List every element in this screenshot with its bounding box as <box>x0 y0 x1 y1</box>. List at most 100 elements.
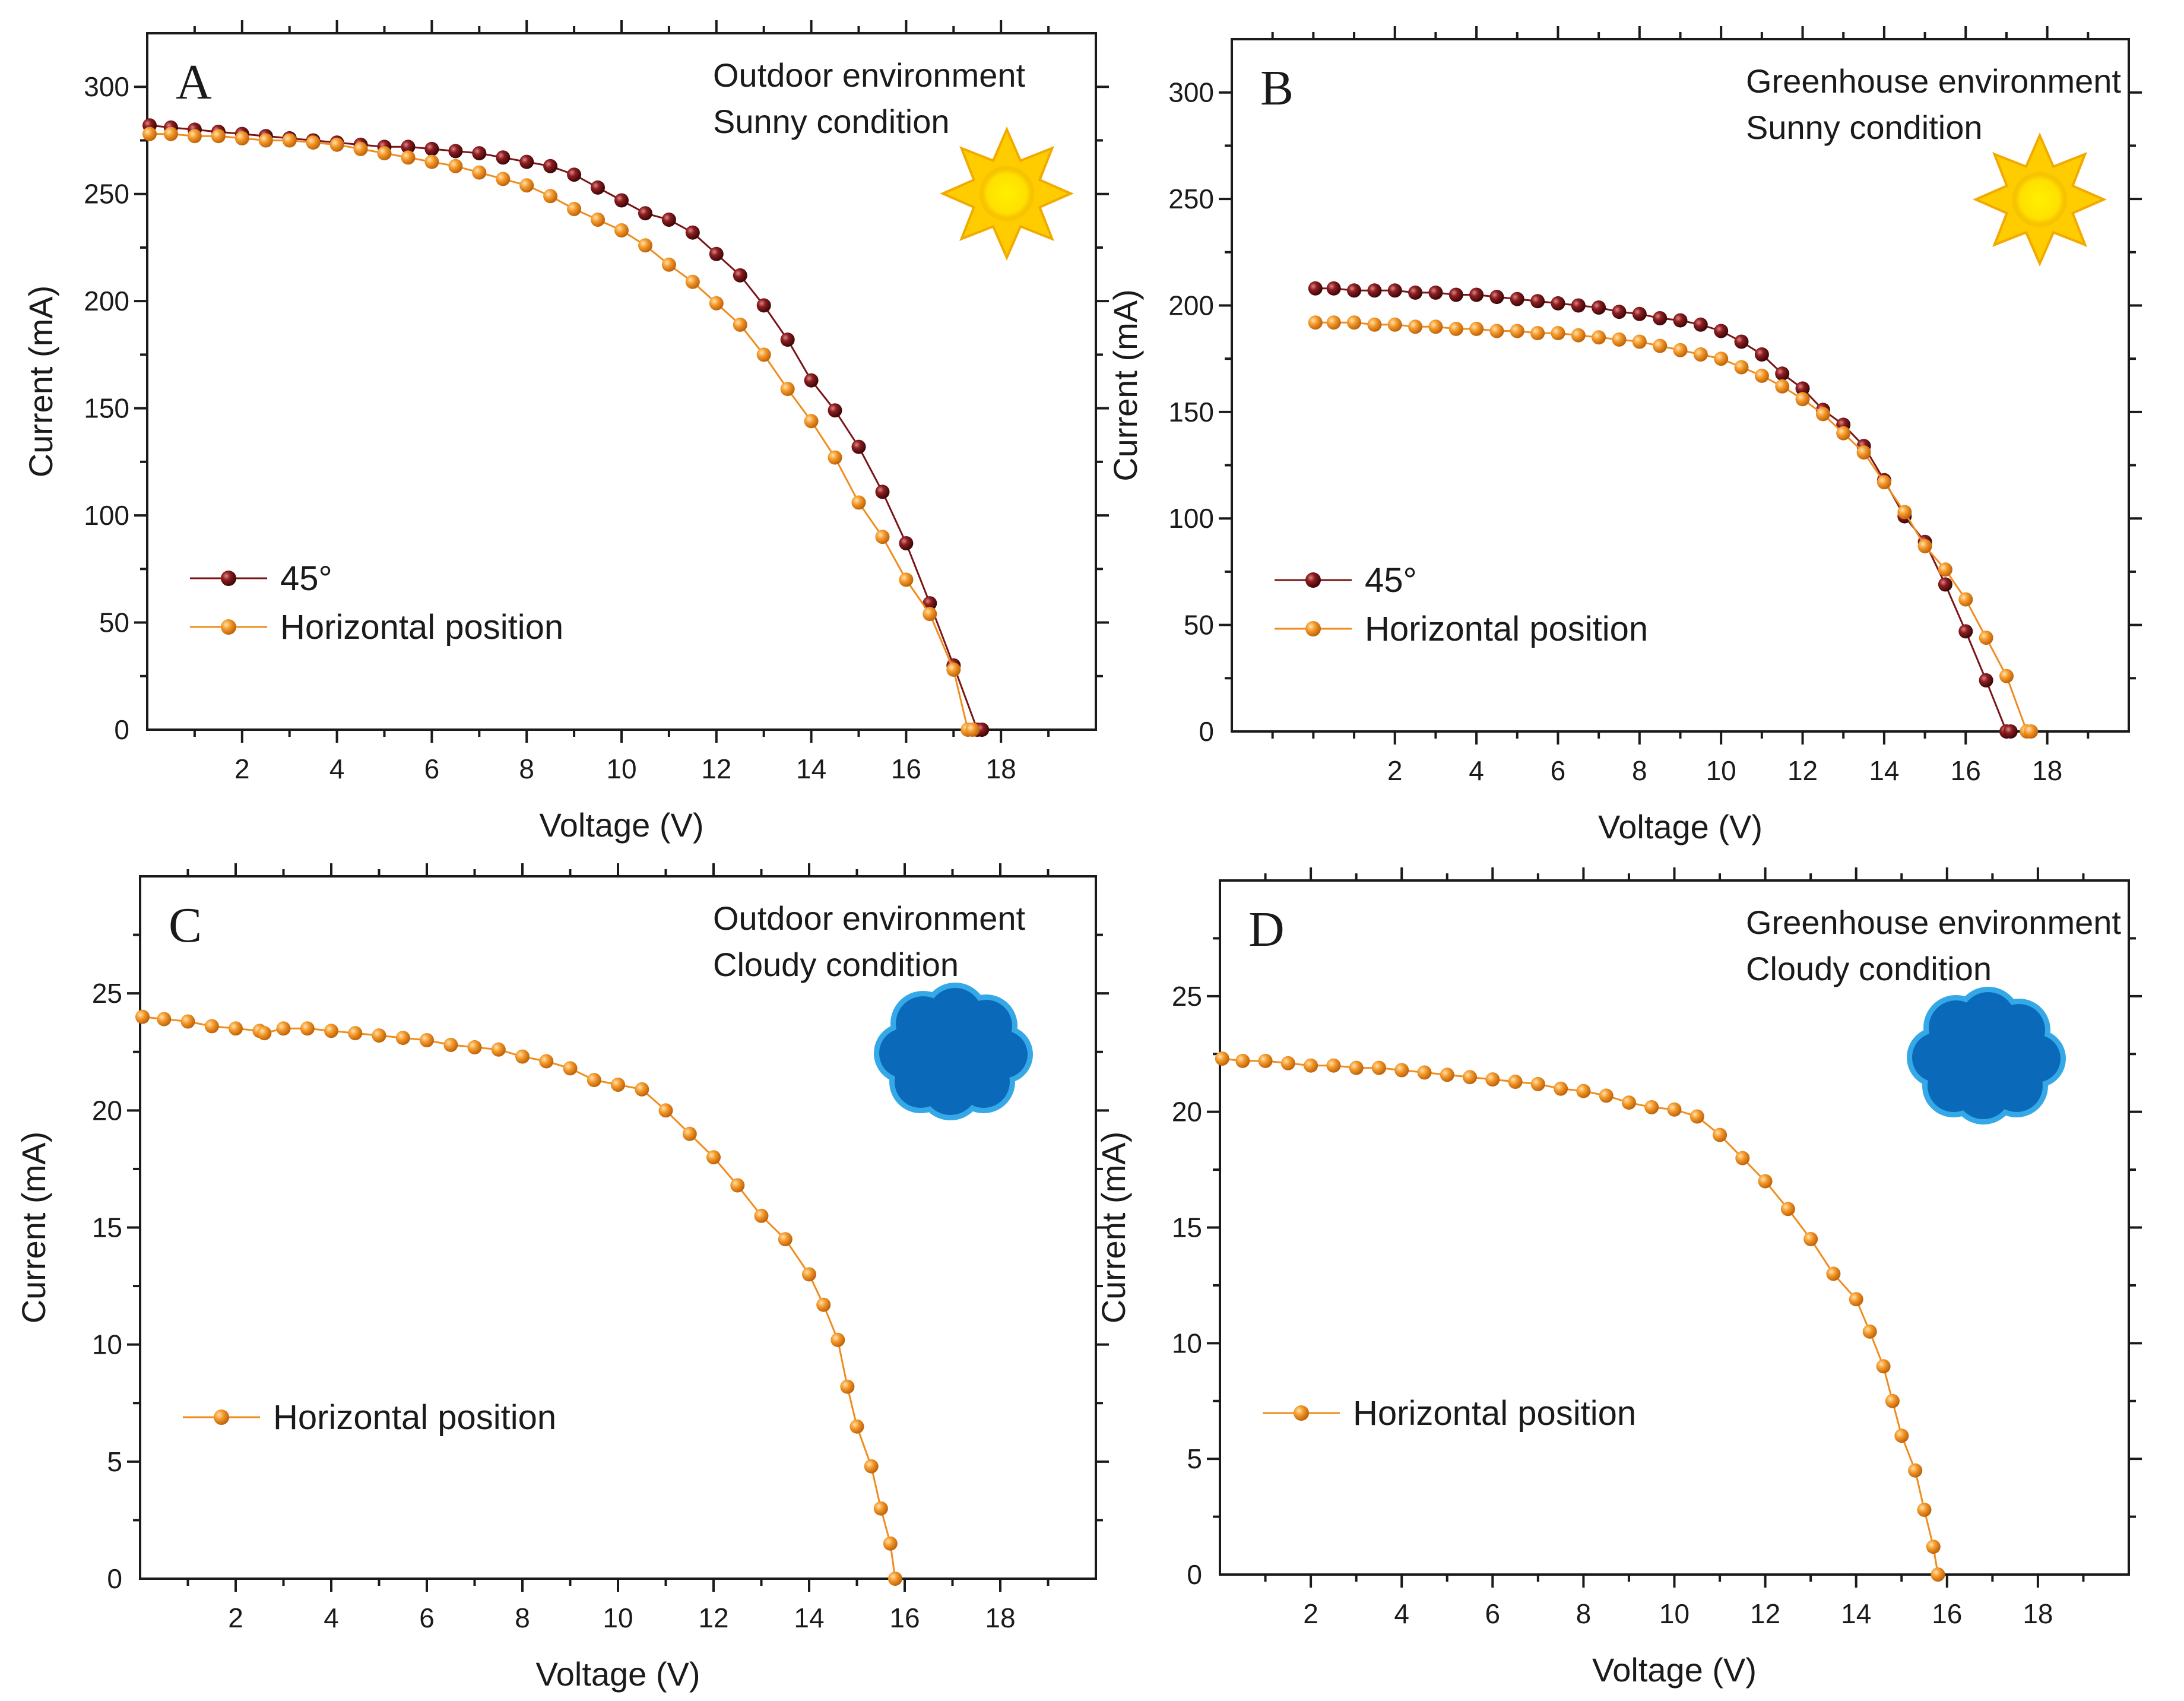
data-point <box>946 662 961 677</box>
data-point <box>519 178 534 193</box>
y-tick-label: 250 <box>1168 183 1214 214</box>
x-tick-label: 12 <box>698 1602 728 1633</box>
data-point <box>778 1232 793 1247</box>
legend-label: Horizontal position <box>1365 610 1648 648</box>
annotation-line: Cloudy condition <box>1746 950 1992 987</box>
data-point <box>1735 1151 1750 1165</box>
series-horizontal <box>135 1009 902 1586</box>
x-tick-label: 10 <box>1659 1598 1689 1629</box>
data-point <box>864 1459 879 1474</box>
x-tick-label: 4 <box>1394 1598 1409 1629</box>
plot-frame <box>1219 879 2130 1576</box>
data-point <box>1775 366 1790 381</box>
data-point <box>1621 1095 1636 1110</box>
legend-label: Horizontal position <box>1353 1394 1636 1433</box>
data-point <box>1417 1065 1432 1080</box>
x-tick-label: 18 <box>2023 1598 2053 1629</box>
y-tick-label: 5 <box>107 1446 122 1477</box>
legend-item: 45° <box>1275 561 1417 600</box>
data-point <box>567 202 582 216</box>
panel-label: A <box>176 55 212 110</box>
annotation-line: Greenhouse environment <box>1746 62 2121 100</box>
cloud-icon <box>874 983 1033 1120</box>
data-point <box>1612 332 1627 347</box>
data-point <box>831 1332 845 1347</box>
sun-icon <box>1973 132 2107 267</box>
data-point <box>1367 283 1382 298</box>
data-point <box>780 332 795 347</box>
data-point <box>1795 381 1810 396</box>
data-point <box>1408 285 1423 300</box>
data-point <box>1510 324 1524 338</box>
data-point <box>1876 475 1891 490</box>
y-tick-label: 300 <box>84 71 129 102</box>
data-point <box>211 129 226 144</box>
data-point <box>1347 283 1361 298</box>
data-point <box>1530 294 1545 309</box>
data-point <box>1979 631 1993 645</box>
x-tick-label: 8 <box>519 753 534 784</box>
data-point <box>638 238 652 253</box>
y-tick-label: 10 <box>92 1329 122 1360</box>
data-point <box>1780 1202 1795 1217</box>
y-tick-label: 150 <box>1168 397 1214 427</box>
x-tick-label: 16 <box>1932 1598 1962 1629</box>
data-point <box>1926 1540 1941 1554</box>
data-point <box>591 213 605 227</box>
data-point <box>1734 334 1749 349</box>
data-point <box>1326 281 1341 296</box>
data-point <box>424 141 439 156</box>
y-tick-label: 150 <box>84 393 129 424</box>
data-point <box>1551 296 1565 311</box>
x-tick-label: 8 <box>1576 1598 1592 1629</box>
data-point <box>1489 290 1504 305</box>
data-point <box>1428 285 1443 300</box>
series-line <box>1222 1057 1939 1575</box>
data-point <box>1440 1068 1454 1082</box>
data-point <box>1394 1063 1409 1078</box>
panel-label: C <box>169 898 202 953</box>
y-tick-label: 0 <box>107 1563 122 1594</box>
data-point <box>756 298 771 313</box>
data-point <box>965 723 980 737</box>
legend-item: Horizontal position <box>183 1398 556 1437</box>
data-point <box>1714 351 1729 366</box>
data-point <box>709 246 724 261</box>
x-axis-label: Voltage (V) <box>1598 808 1763 845</box>
y-tick-label: 50 <box>1184 610 1214 641</box>
x-tick-label: 2 <box>1303 1598 1318 1629</box>
data-point <box>467 1040 482 1054</box>
data-point <box>802 1267 816 1282</box>
annotation-line: Sunny condition <box>713 103 950 140</box>
x-tick-label: 2 <box>228 1602 243 1633</box>
y-tick-label: 300 <box>1168 77 1214 108</box>
data-point <box>496 150 511 165</box>
panel-label: B <box>1260 61 1294 116</box>
x-tick-label: 8 <box>1632 755 1647 786</box>
data-point <box>1304 1058 1318 1073</box>
data-point <box>472 165 487 180</box>
series-line <box>1315 321 2031 733</box>
x-tick-label: 6 <box>1485 1598 1501 1629</box>
data-point <box>1485 1072 1500 1087</box>
x-tick-label: 12 <box>1787 755 1818 786</box>
data-point <box>1856 445 1871 460</box>
x-tick-label: 12 <box>701 753 731 784</box>
y-tick-label: 0 <box>1199 716 1214 747</box>
data-point <box>730 1178 745 1193</box>
data-point <box>828 450 842 465</box>
data-point <box>157 1012 172 1027</box>
data-point <box>1644 1100 1659 1114</box>
data-point <box>706 1150 721 1165</box>
x-tick-label: 14 <box>1841 1598 1871 1629</box>
data-point <box>1713 1127 1727 1142</box>
data-point <box>276 1021 291 1036</box>
legend-label: Horizontal position <box>273 1398 556 1437</box>
series-line <box>149 124 982 731</box>
data-point <box>816 1297 831 1312</box>
data-point <box>923 607 937 622</box>
annotation-line: Cloudy condition <box>713 946 959 983</box>
data-point <box>401 150 416 165</box>
x-tick-label: 4 <box>329 753 345 784</box>
data-point <box>1258 1053 1273 1068</box>
